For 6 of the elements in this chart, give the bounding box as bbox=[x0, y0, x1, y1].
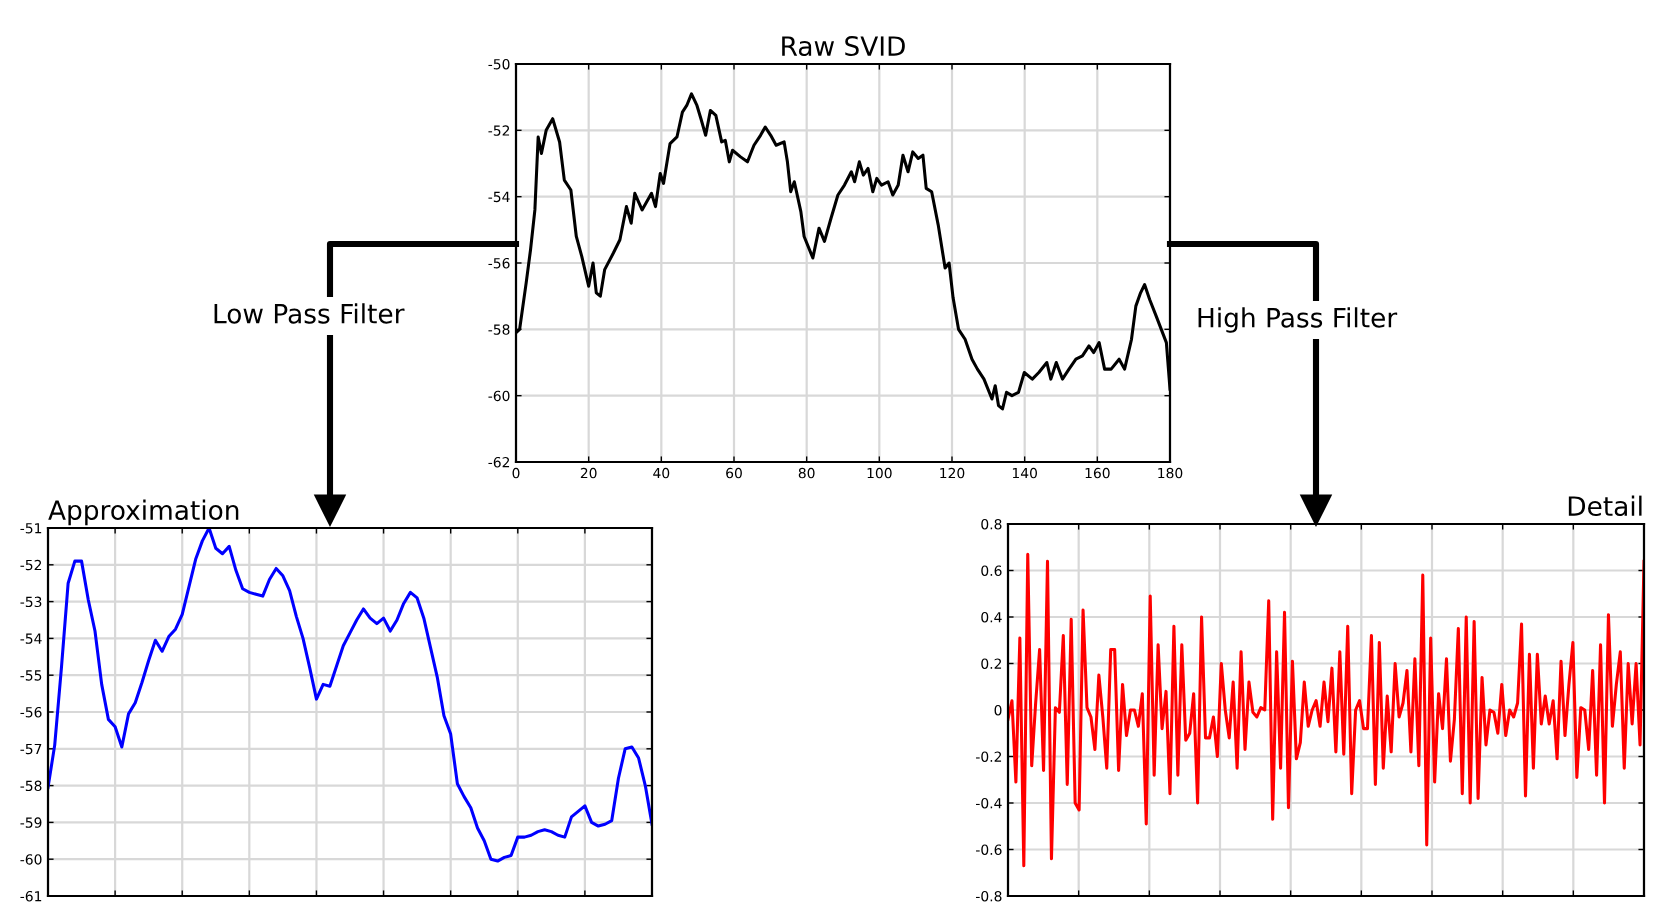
chart-title: Approximation bbox=[48, 499, 239, 526]
line-series bbox=[1008, 552, 1644, 868]
text: High Pass Filter bbox=[1198, 307, 1398, 333]
text: Low Pass Filter bbox=[214, 303, 405, 324]
chart-title: Detail bbox=[1568, 495, 1642, 517]
chart-title: Raw SVID bbox=[782, 36, 905, 57]
